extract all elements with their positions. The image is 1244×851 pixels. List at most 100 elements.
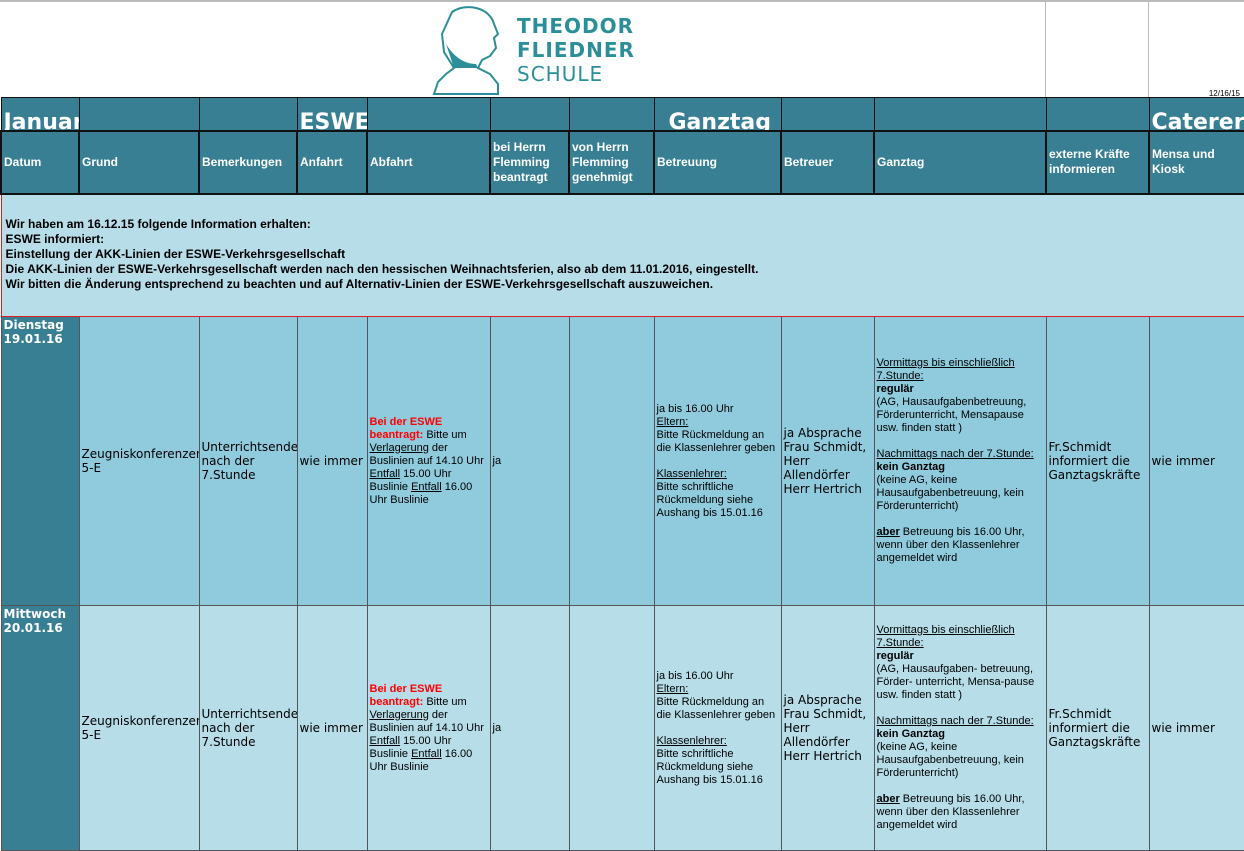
- cell-text: informiert die: [1048, 454, 1130, 468]
- cell-text: Unterrichtsende: [201, 440, 297, 454]
- cell-text: (keine AG, keine: [876, 474, 958, 486]
- cell-text: wie immer: [1151, 454, 1215, 468]
- schedule-table: Januar ESWE Ganztag Caterer Datum Grund Be…: [0, 97, 1244, 851]
- cell-text: Nachmittags nach der 7.Stunde:: [876, 448, 1034, 460]
- cell-text: Förderunterricht): [876, 500, 959, 512]
- logo-line-2: FLIEDNER: [517, 38, 635, 62]
- cell-datum: Mittwoch 20.01.16: [0, 605, 80, 851]
- cell-text: Rückmeldung siehe: [656, 493, 754, 506]
- notice-cell: Wir haben am 16.12.15 folgende Informati…: [0, 193, 1244, 317]
- cell-text: kein Ganztag: [876, 461, 945, 473]
- cell-text: Eltern:: [656, 415, 689, 428]
- cell-text: Buslinie: [369, 480, 412, 493]
- cell-text: Uhr Buslinie: [369, 760, 429, 773]
- caterer-header: Caterer: [1148, 97, 1244, 131]
- cell-text: 19.01.16: [3, 332, 63, 346]
- notice-line: Wir haben am 16.12.15 folgende Informati…: [5, 216, 311, 231]
- cell-beantragt: ja: [489, 316, 570, 606]
- cell-text: usw. finden statt ): [876, 689, 963, 701]
- cell-text: 16.00: [441, 480, 473, 493]
- cell-text: Herr: [783, 454, 810, 468]
- cell-text: 5-E: [81, 728, 102, 742]
- cell-datum: Dienstag 19.01.16: [0, 316, 80, 606]
- cell-text: 16.00: [441, 747, 473, 760]
- cell-text: Vormittags bis einschließlich: [876, 357, 1015, 369]
- cell-text: Allendörfer: [783, 468, 850, 482]
- cell-text: Buslinien auf 14.10 Uhr: [369, 454, 484, 467]
- cell-extern: Fr.Schmidt informiert die Ganztagskräfte: [1045, 316, 1150, 606]
- cell-genehmigt: [568, 605, 655, 851]
- cell-text: Ganztagskräfte: [1048, 468, 1141, 482]
- cell-text: Zeugniskonferenzen: [81, 714, 199, 728]
- cell-bemerkungen: Unterrichtsende nach der 7.Stunde: [198, 316, 298, 606]
- cell-text: Herr Allendörfer: [783, 721, 850, 749]
- cell-text: informiert die: [1048, 721, 1130, 735]
- column-header: von Herrn Flemming genehmigt: [568, 129, 655, 195]
- cell-text: Verlagerung: [369, 441, 429, 454]
- notice-line: Die AKK-Linien der ESWE-Verkehrsgesellsc…: [5, 261, 759, 276]
- notice-line: Einstellung der AKK-Linien der ESWE-Verk…: [5, 246, 346, 261]
- cell-text: Entfall: [369, 467, 401, 480]
- cell-text: Verlagerung: [369, 708, 429, 721]
- column-header: bei Herrn Flemming beantragt: [489, 129, 570, 195]
- notice-row: Wir haben am 16.12.15 folgende Informati…: [0, 193, 1244, 317]
- cell-text: der: [428, 708, 448, 721]
- cell-text: wenn über den Klassenlehrer: [876, 806, 1020, 818]
- cell-text: die Klassenlehrer geben: [656, 441, 776, 454]
- cell-text: Betreuung bis 16.00 Uhr,: [899, 793, 1025, 805]
- cell-text: Fr.Schmidt: [1048, 440, 1112, 454]
- cell-text: (keine AG, keine: [876, 741, 958, 753]
- table-row: Dienstag 19.01.16 Zeugniskonferenzen 5-E Unt…: [0, 316, 1244, 606]
- column-header: Anfahrt: [296, 129, 368, 195]
- cell-text: Bitte Rückmeldung an: [656, 695, 765, 708]
- cell-betreuer: ja Absprache Frau Schmidt, Herr Allendörfer…: [780, 316, 875, 606]
- cell-text: Herr Hertrich: [783, 749, 862, 763]
- cell-ganztag: Vormittags bis einschließlich 7.Stunde: re…: [873, 316, 1047, 606]
- table-row: Mittwoch 20.01.16 Zeugniskonferenzen 5-E Unt…: [0, 605, 1244, 851]
- cell-genehmigt: [568, 316, 655, 606]
- cell-text: Dienstag: [3, 318, 64, 332]
- cell-text: Mittwoch: [3, 607, 67, 621]
- cell-ganztag: Vormittags bis einschließlich 7.Stunde: re…: [873, 605, 1047, 851]
- cell-text: ja Absprache: [783, 426, 862, 440]
- cell-text: Bitte schriftliche: [656, 480, 734, 493]
- cell-text: Herr Hertrich: [783, 482, 862, 496]
- cell-anfahrt: wie immer: [296, 605, 368, 851]
- cell-text: 5-E: [81, 461, 102, 475]
- cell-text: beantragt:: [369, 695, 424, 708]
- column-header: Grund: [78, 129, 200, 195]
- cell-text: wie immer: [299, 454, 363, 468]
- cell-betreuung: ja bis 16.00 Uhr Eltern: Bitte Rückmeldung…: [653, 605, 782, 851]
- cell-text: ja: [492, 454, 502, 467]
- cell-mensa: wie immer: [1148, 605, 1244, 851]
- cell-text: ja: [492, 721, 502, 734]
- cell-text: Bitte um: [423, 695, 467, 708]
- column-header: Betreuung: [653, 129, 782, 195]
- cell-text: Zeugniskonferenzen: [81, 447, 199, 461]
- notice-line: ESWE informiert:: [5, 231, 105, 246]
- cell-text: kein Ganztag: [876, 728, 945, 740]
- logo-line-1: THEODOR: [517, 14, 635, 38]
- cell-text: 7.Stunde: [201, 468, 256, 482]
- column-header: Bemerkungen: [198, 129, 298, 195]
- cell-anfahrt: wie immer: [296, 316, 368, 606]
- cell-extern: Fr.Schmidt informiert die Ganztagskräfte: [1045, 605, 1150, 851]
- cell-text: Betreuung bis 16.00 Uhr,: [899, 526, 1025, 538]
- cell-text: Frau Schmidt,: [783, 440, 867, 454]
- cell-text: Fr.Schmidt: [1048, 707, 1112, 721]
- cell-betreuer: ja Absprache Frau Schmidt, Herr Allendörfe…: [780, 605, 875, 851]
- cell-text: 7.Stunde:: [876, 637, 924, 649]
- cell-text: nach der 7.Stunde: [201, 721, 256, 749]
- cell-text: aber: [876, 526, 900, 538]
- cell-text: wie immer: [299, 721, 363, 735]
- logo-line-3: SCHULE: [517, 62, 604, 86]
- cell-text: Buslinien auf 14.10 Uhr: [369, 721, 484, 734]
- cell-text: Bitte schriftliche: [656, 747, 734, 760]
- school-logo-header: THEODOR FLIEDNER SCHULE 12/16/15: [0, 0, 1244, 99]
- cell-text: Nachmittags nach der 7.Stunde:: [876, 715, 1034, 727]
- cell-text: ja bis 16.00 Uhr: [656, 669, 734, 682]
- cell-text: wie immer: [1151, 721, 1215, 735]
- cell-text: 7.Stunde:: [876, 370, 924, 382]
- cell-text: Klassenlehrer:: [656, 734, 727, 747]
- cell-text: Vormittags bis einschließlich: [876, 624, 1015, 636]
